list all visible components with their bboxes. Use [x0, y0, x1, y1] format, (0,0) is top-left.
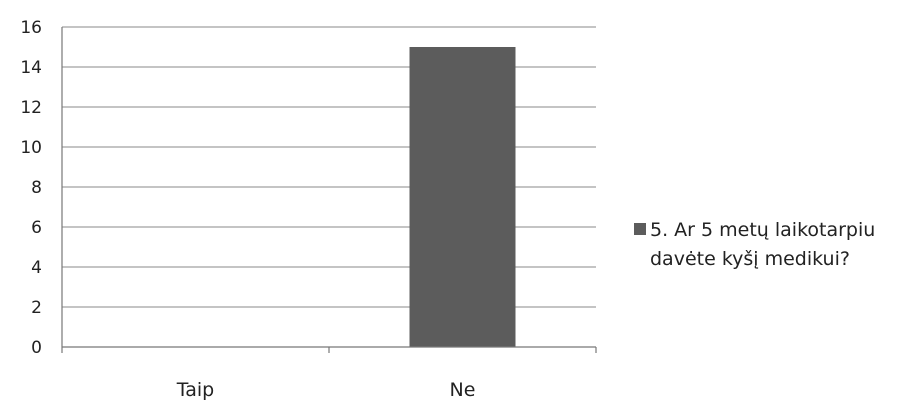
y-tick-label: 16 [20, 18, 42, 38]
y-tick-label: 6 [31, 218, 42, 238]
axes [61, 27, 597, 353]
y-axis-ticks: 0 2 4 6 8 10 12 14 16 [20, 18, 42, 358]
bar [409, 47, 516, 347]
legend-swatch [634, 223, 646, 235]
y-tick-label: 2 [31, 298, 42, 318]
y-tick-label: 8 [31, 178, 42, 198]
bar-chart: 0 2 4 6 8 10 12 14 16 Taip Ne [20, 18, 597, 401]
y-tick-label: 14 [20, 58, 42, 78]
legend: 5. Ar 5 metų laikotarpiu davėte kyšį med… [634, 216, 914, 274]
gridlines [62, 26, 596, 308]
x-axis-labels: Taip Ne [176, 379, 476, 401]
legend-label-line1: 5. Ar 5 metų laikotarpiu [650, 219, 876, 241]
legend-entry: 5. Ar 5 metų laikotarpiu [634, 216, 914, 245]
y-tick-label: 0 [31, 338, 42, 358]
y-tick-label: 4 [31, 258, 42, 278]
y-tick-label: 10 [20, 138, 42, 158]
x-category-label: Ne [450, 379, 476, 401]
y-tick-label: 12 [20, 98, 42, 118]
x-category-label: Taip [176, 379, 214, 401]
legend-label-line2: davėte kyšį medikui? [650, 248, 850, 270]
bars [409, 47, 516, 347]
